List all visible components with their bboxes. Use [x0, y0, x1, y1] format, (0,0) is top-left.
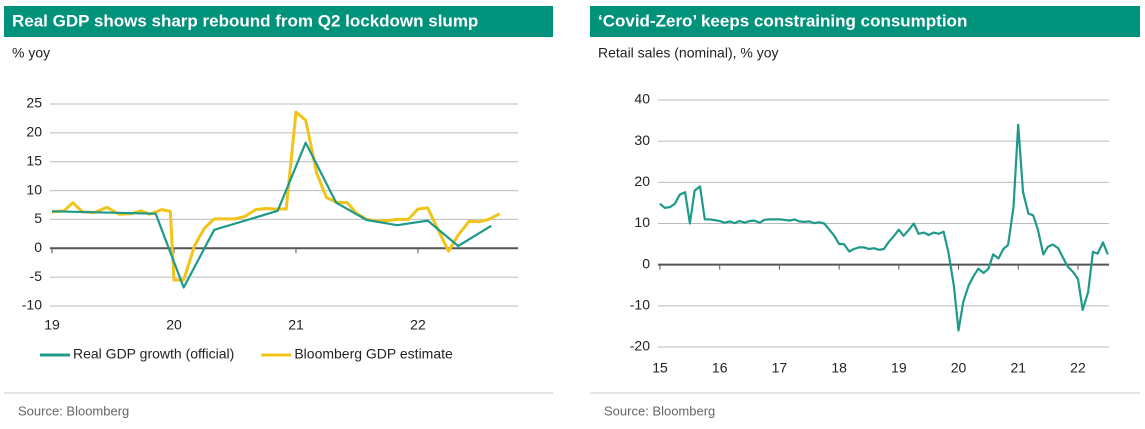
x-tick-label: 16	[712, 360, 728, 376]
y-tick-label: 10	[26, 181, 42, 197]
x-tick-label: 17	[772, 360, 788, 376]
y-tick-label: 30	[634, 132, 650, 148]
y-tick-label: 15	[26, 152, 42, 168]
x-tick-label: 19	[891, 360, 907, 376]
y-tick-label: 0	[642, 255, 650, 271]
y-tick-label: 25	[26, 95, 42, 111]
y-tick-label: 20	[634, 173, 650, 189]
chart-title: Real GDP shows sharp rebound from Q2 loc…	[12, 11, 478, 30]
source-note: Source: Bloomberg	[18, 403, 129, 418]
y-tick-label: -5	[30, 268, 43, 284]
y-tick-label: -10	[630, 297, 650, 313]
series-line	[51, 141, 492, 289]
y-tick-label: 5	[34, 210, 42, 226]
source-note: Source: Bloomberg	[604, 403, 715, 418]
y-tick-label: 20	[26, 124, 42, 140]
legend-label: Bloomberg GDP estimate	[294, 346, 453, 362]
y-tick-label: 0	[34, 239, 42, 255]
y-tick-label: 10	[634, 214, 650, 230]
x-tick-label: 20	[166, 317, 182, 333]
x-tick-label: 21	[1010, 360, 1026, 376]
axis-unit: Retail sales (nominal), % yoy	[598, 45, 779, 61]
x-tick-label: 22	[410, 317, 426, 333]
x-tick-label: 20	[951, 360, 967, 376]
y-tick-label: 40	[634, 91, 650, 107]
axis-unit: % yoy	[12, 45, 50, 61]
title-bar	[590, 6, 1140, 37]
title-bar	[4, 6, 553, 37]
series-line	[51, 110, 501, 282]
series-line	[659, 123, 1109, 332]
chart-title: ‘Covid-Zero’ keeps constraining consumpt…	[598, 11, 967, 30]
x-tick-label: 19	[44, 317, 60, 333]
x-tick-label: 15	[652, 360, 668, 376]
x-tick-label: 22	[1070, 360, 1086, 376]
legend-label: Real GDP growth (official)	[73, 346, 234, 362]
x-tick-label: 21	[288, 317, 304, 333]
y-tick-label: -10	[22, 297, 42, 313]
x-tick-label: 18	[831, 360, 847, 376]
y-tick-label: -20	[630, 338, 650, 354]
